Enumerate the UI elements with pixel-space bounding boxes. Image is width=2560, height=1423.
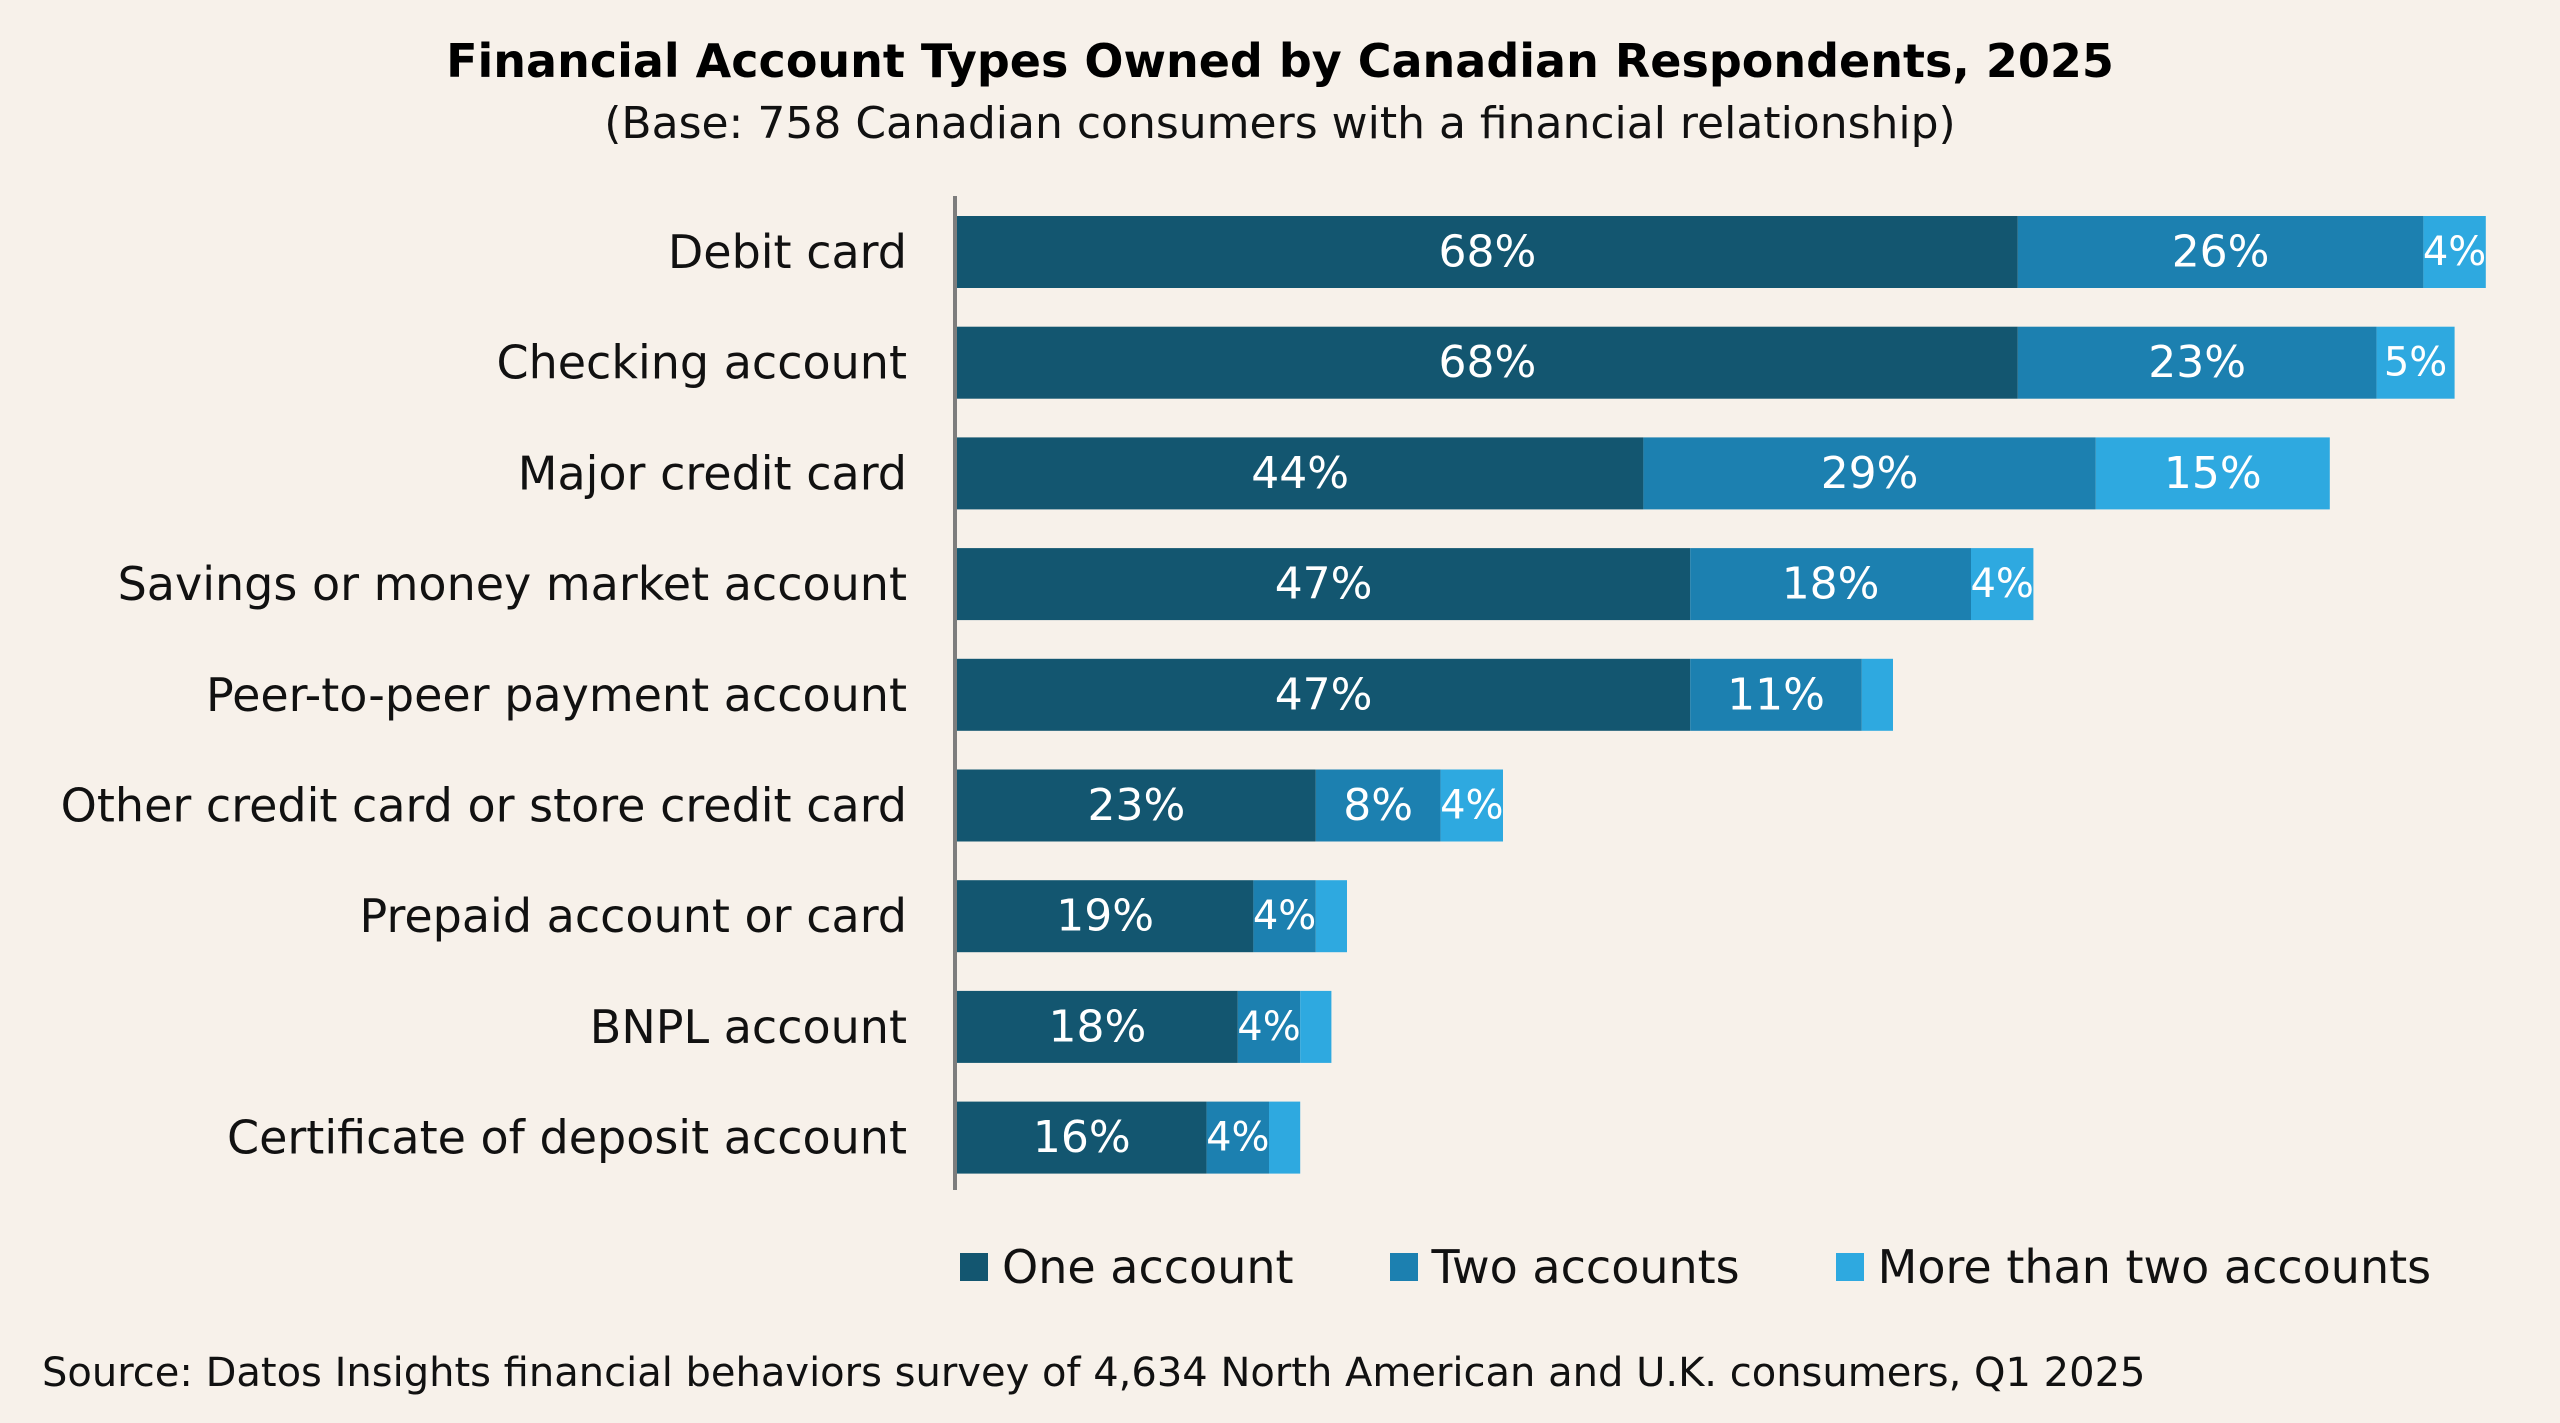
- bar-segment: [957, 437, 1644, 510]
- legend-item-two-accounts: Two accounts: [1389, 1240, 1740, 1294]
- bar-segment: [1643, 437, 2096, 510]
- chart-legend: One account Two accounts More than two a…: [960, 1240, 2431, 1294]
- bar-segment: [1253, 880, 1316, 953]
- legend-label-one-account: One account: [1002, 1240, 1294, 1294]
- legend-swatch-more-than-two: [1835, 1253, 1864, 1281]
- source-note: Source: Datos Insights financial behavio…: [42, 1350, 2146, 1396]
- bar-segment: [1690, 548, 1971, 621]
- bar-segment: [1315, 880, 1347, 953]
- bar-segment: [1269, 1101, 1301, 1174]
- bar-segment: [957, 326, 2018, 399]
- data-label: 18%: [1782, 559, 1880, 610]
- data-label: 23%: [2148, 337, 2246, 388]
- data-label: 4%: [1206, 1115, 1269, 1161]
- legend-swatch-two-accounts: [1389, 1253, 1418, 1281]
- bar-segment: [1315, 769, 1441, 842]
- data-label: 4%: [2423, 229, 2486, 275]
- bar-segment: [957, 548, 1691, 621]
- data-label: 68%: [1439, 227, 1537, 278]
- bar-segment: [1206, 1101, 1269, 1174]
- bar-segment: [957, 990, 1238, 1063]
- bar-segment: [957, 880, 1254, 953]
- bar-segment: [2376, 326, 2455, 399]
- data-label: 15%: [2164, 448, 2262, 499]
- data-label: 16%: [1033, 1112, 1131, 1163]
- legend-item-more-than-two: More than two accounts: [1835, 1240, 2432, 1294]
- data-label: 47%: [1275, 559, 1373, 610]
- bar-segment: [1300, 990, 1332, 1063]
- data-label: 4%: [1440, 783, 1503, 829]
- chart-subtitle: (Base: 758 Canadian consumers with a fin…: [604, 98, 1956, 149]
- data-label: 23%: [1088, 780, 1186, 831]
- bar-segment: [2095, 437, 2330, 510]
- bar-segment: [1690, 658, 1862, 731]
- category-label: BNPL account: [590, 1000, 907, 1054]
- category-label: Other credit card or store credit card: [61, 779, 907, 833]
- legend-swatch-one-account: [960, 1253, 988, 1281]
- data-label: 4%: [1970, 561, 2033, 607]
- legend-label-more-than-two: More than two accounts: [1877, 1240, 2432, 1294]
- category-label: Peer-to-peer payment account: [206, 668, 907, 722]
- chart-title: Financial Account Types Owned by Canadia…: [446, 34, 2114, 88]
- category-label: Major credit card: [518, 446, 907, 500]
- bar-segment: [2423, 216, 2486, 288]
- bar-segment: [957, 658, 1691, 731]
- data-label: 68%: [1439, 337, 1537, 388]
- legend-label-two-accounts: Two accounts: [1431, 1240, 1740, 1294]
- category-label: Checking account: [496, 336, 907, 390]
- data-label: 29%: [1821, 448, 1919, 499]
- data-label: 47%: [1275, 669, 1373, 720]
- bar-segment: [957, 216, 2018, 288]
- bar-segment: [957, 769, 1316, 842]
- bar-segment: [2017, 326, 2377, 399]
- category-label: Certificate of deposit account: [227, 1111, 907, 1165]
- bar-segment: [1861, 658, 1893, 731]
- bar-segment: [2017, 216, 2424, 288]
- category-label: Debit card: [668, 225, 907, 279]
- data-label: 26%: [2172, 227, 2270, 278]
- data-label: 8%: [1343, 780, 1413, 831]
- bar-segment: [1440, 769, 1503, 842]
- data-label: 5%: [2384, 340, 2447, 386]
- bar-segment: [1971, 548, 2034, 621]
- data-label: 44%: [1251, 448, 1349, 499]
- category-label: Prepaid account or card: [360, 889, 907, 943]
- category-label: Savings or money market account: [118, 557, 907, 611]
- data-label: 4%: [1253, 893, 1316, 939]
- data-label: 11%: [1727, 669, 1825, 720]
- legend-item-one-account: One account: [960, 1240, 1294, 1294]
- data-label: 4%: [1237, 1004, 1300, 1050]
- data-label: 18%: [1049, 1001, 1147, 1052]
- bar-segment: [1237, 990, 1301, 1063]
- bar-segment: [957, 1101, 1207, 1174]
- data-label: 19%: [1056, 891, 1154, 942]
